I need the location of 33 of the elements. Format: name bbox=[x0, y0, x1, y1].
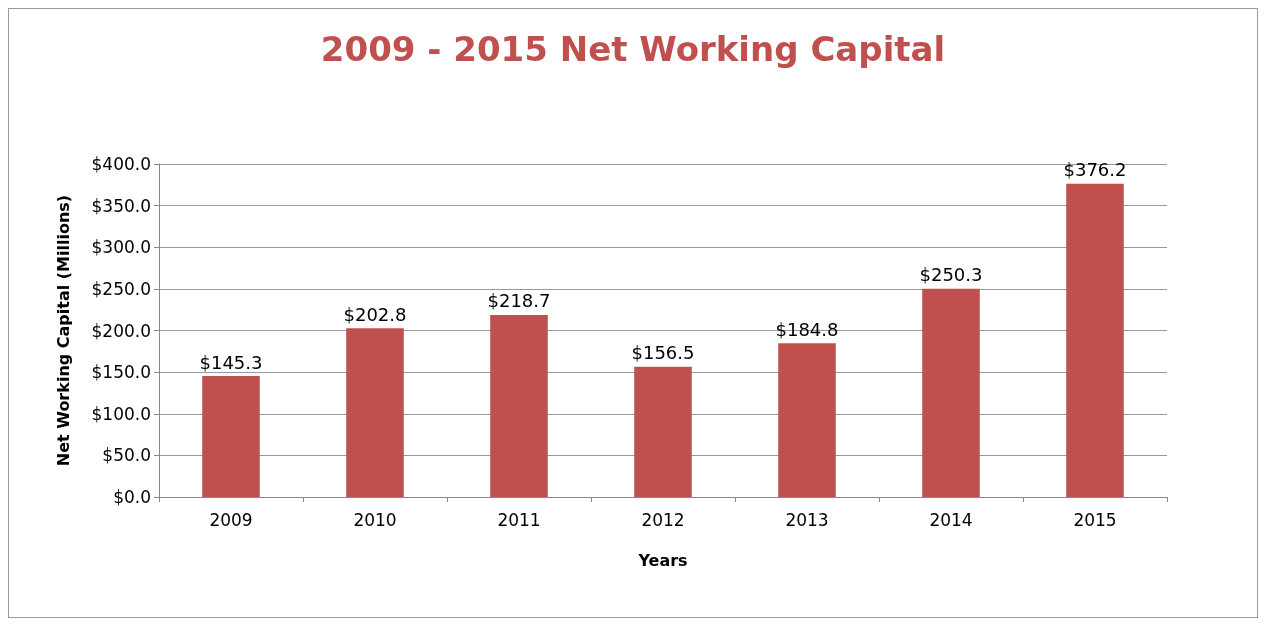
x-tick-label: 2015 bbox=[1073, 509, 1117, 530]
y-tick-label: $0.0 bbox=[113, 487, 151, 507]
bar bbox=[1066, 183, 1124, 497]
data-label: $156.5 bbox=[631, 342, 695, 364]
chart-title: 2009 - 2015 Net Working Capital bbox=[320, 29, 946, 69]
data-label: $202.8 bbox=[343, 303, 407, 325]
y-tick-label: $300.0 bbox=[91, 237, 151, 258]
y-tick-label: $50.0 bbox=[102, 445, 151, 466]
y-axis-title: Net Working Capital (Millions) bbox=[53, 194, 73, 467]
x-tick-label: 2014 bbox=[929, 509, 973, 530]
y-tick-label: $150.0 bbox=[91, 362, 151, 383]
y-tick-label: $100.0 bbox=[91, 403, 151, 424]
data-label: $184.8 bbox=[775, 318, 839, 340]
y-tick-label: $250.0 bbox=[91, 278, 151, 299]
bar bbox=[490, 314, 548, 497]
y-tick-label: $400.0 bbox=[91, 154, 151, 174]
x-tick-label: 2013 bbox=[785, 509, 829, 530]
data-label: $145.3 bbox=[199, 351, 263, 373]
bar bbox=[634, 366, 692, 497]
y-tick-label: $350.0 bbox=[91, 195, 151, 216]
x-axis-title: Years bbox=[637, 550, 688, 570]
bar bbox=[778, 343, 836, 497]
x-tick-label: 2010 bbox=[353, 509, 397, 530]
data-label: $250.3 bbox=[919, 264, 983, 286]
bar bbox=[346, 328, 404, 497]
x-tick-label: 2012 bbox=[641, 509, 685, 530]
x-tick-label: 2009 bbox=[209, 509, 253, 530]
data-label: $218.7 bbox=[487, 290, 551, 312]
x-tick-label: 2011 bbox=[497, 509, 541, 530]
bar bbox=[922, 288, 980, 497]
bar bbox=[202, 376, 260, 497]
data-label: $376.2 bbox=[1063, 159, 1127, 181]
y-tick-label: $200.0 bbox=[91, 320, 151, 341]
